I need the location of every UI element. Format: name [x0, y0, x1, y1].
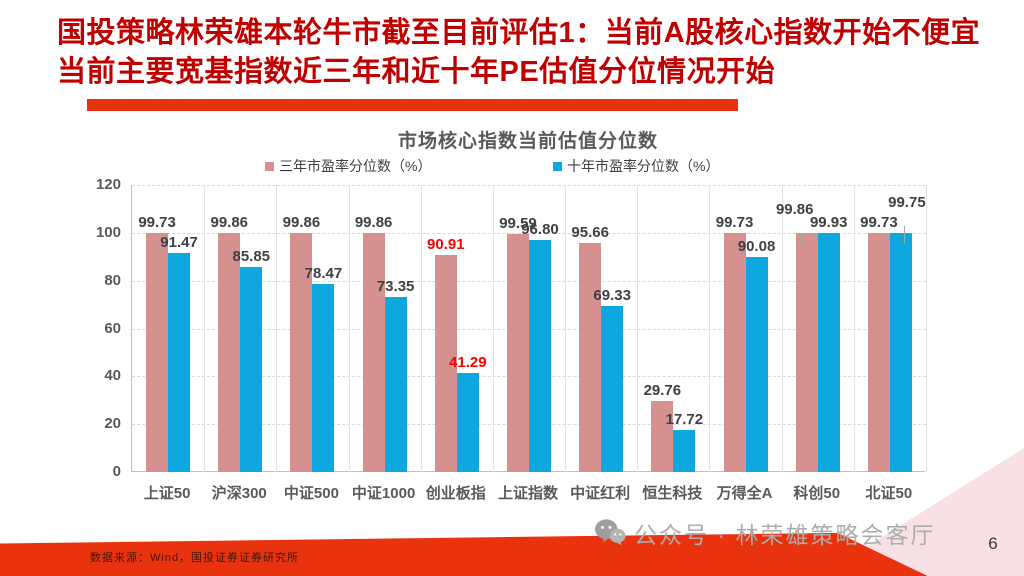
legend-swatch-10yr [553, 161, 562, 171]
data-label: 99.86 [354, 214, 393, 232]
bar-10yr-创业板指 [456, 373, 479, 472]
bar-3yr-上证指数 [507, 233, 529, 472]
bar-10yr-上证指数 [529, 240, 551, 472]
bar-10yr-中证红利 [601, 306, 624, 472]
v-gridline [204, 185, 206, 472]
legend-label-3yr: 三年市盈率分位数（%） [279, 158, 432, 174]
data-label: 96.80 [521, 221, 559, 239]
data-label: 90.91 [427, 235, 465, 253]
bar-10yr-沪深300 [240, 266, 263, 472]
plot-area: 99.73 99.86 99.86 99.86 90.91 99.59 95.66 29.76… [131, 185, 927, 472]
data-label: 99.75 [888, 194, 926, 212]
bar-3yr-万得全A [723, 233, 746, 472]
bar-3yr-中证1000 [362, 233, 385, 472]
x-category-label: 中证1000 [351, 485, 416, 502]
x-category-label: 中证500 [283, 485, 339, 502]
v-gridline [926, 185, 927, 472]
data-label: 99.59 [499, 214, 537, 232]
h-gridline [132, 232, 926, 234]
v-gridline [276, 185, 278, 472]
bar-3yr-上证50 [146, 233, 169, 472]
data-source-note: 数据来源：Wind，国投证券证券研究所 [90, 552, 300, 564]
v-gridline [781, 185, 783, 472]
x-category-label: 恒生科技 [642, 485, 703, 502]
data-label: 95.66 [571, 224, 609, 242]
y-tick-label: 0 [112, 463, 121, 480]
v-gridline [492, 185, 494, 472]
y-tick-label: 20 [104, 415, 121, 433]
slide-title-line1: 国投策略林荣雄本轮牛市截至目前评估1：当前A股核心指数开始不便宜 [57, 17, 981, 49]
x-category-label: 上证50 [143, 485, 191, 502]
data-label: 99.93 [809, 214, 848, 231]
v-gridline [420, 185, 422, 472]
legend-swatch-3yr [265, 161, 274, 171]
bar-3yr-北证50 [867, 233, 890, 472]
bar-10yr-科创50 [817, 233, 840, 472]
watermark-text: 公众号 · 林荣雄策略会客厅 [634, 522, 936, 548]
data-label: 69.33 [593, 287, 631, 305]
label-leader-line [903, 226, 905, 245]
y-tick-label: 40 [104, 367, 121, 385]
data-label: 29.76 [643, 381, 682, 399]
x-category-label: 北证50 [865, 485, 913, 502]
data-label: 99.73 [138, 214, 176, 232]
data-label: 17.72 [665, 410, 704, 428]
data-label: 99.73 [860, 214, 898, 232]
bar-10yr-万得全A [745, 256, 768, 472]
chart-title: 市场核心指数当前估值分位数 [397, 131, 658, 152]
x-category-label: 上证指数 [497, 485, 558, 502]
h-gridline [132, 185, 926, 186]
bar-3yr-中证红利 [579, 243, 602, 472]
data-label: 99.86 [775, 201, 814, 219]
data-label: 99.86 [210, 214, 249, 232]
bar-10yr-上证50 [168, 253, 191, 472]
x-category-label: 科创50 [793, 485, 841, 502]
v-gridline [637, 185, 639, 472]
wechat-icon [594, 518, 626, 548]
data-label: 73.35 [376, 277, 415, 295]
data-label: 99.73 [715, 214, 754, 232]
data-label: 90.08 [737, 237, 776, 255]
bar-3yr-科创50 [795, 233, 818, 472]
bar-10yr-恒生科技 [673, 429, 696, 472]
x-category-label: 万得全A [716, 485, 773, 502]
v-gridline [565, 185, 567, 472]
slide-title: 国投策略林荣雄本轮牛市截至目前评估1：当前A股核心指数开始不便宜 当前主要宽基指… [57, 14, 992, 92]
bar-10yr-中证500 [312, 284, 335, 472]
y-tick-label: 120 [95, 176, 121, 193]
x-category-label: 沪深300 [211, 485, 267, 502]
v-gridline [348, 185, 350, 472]
legend-item-10yr: 十年市盈率分位数（%） [553, 156, 719, 176]
label-leader-line [799, 233, 801, 245]
legend-label-10yr: 十年市盈率分位数（%） [567, 158, 720, 174]
x-category-label: 中证红利 [570, 485, 631, 502]
pe-percentile-chart: 市场核心指数当前估值分位数 三年市盈率分位数（%） 十年市盈率分位数（%） 99… [96, 126, 927, 516]
title-underline-bar [87, 99, 738, 111]
bar-3yr-沪深300 [218, 233, 241, 472]
y-tick-label: 100 [95, 223, 121, 241]
data-label: 99.86 [282, 214, 321, 232]
slide-title-line2: 当前主要宽基指数近三年和近十年PE估值分位情况开始 [57, 56, 776, 88]
v-gridline [853, 185, 855, 472]
bar-3yr-创业板指 [434, 254, 457, 472]
bar-10yr-中证1000 [384, 296, 407, 472]
data-label: 91.47 [160, 234, 198, 252]
bar-10yr-北证50 [889, 233, 912, 472]
y-tick-label: 60 [104, 319, 121, 337]
data-label: 78.47 [304, 265, 343, 283]
bar-3yr-中证500 [290, 233, 313, 472]
page-number: 6 [988, 534, 998, 553]
data-label: 41.29 [449, 354, 487, 372]
bar-3yr-恒生科技 [651, 400, 674, 472]
x-category-label: 创业板指 [425, 485, 486, 502]
legend-item-3yr: 三年市盈率分位数（%） [265, 156, 431, 176]
watermark: 公众号 · 林荣雄策略会客厅 [594, 516, 935, 550]
y-tick-label: 80 [104, 271, 121, 289]
v-gridline [709, 185, 711, 472]
data-label: 85.85 [232, 247, 271, 265]
